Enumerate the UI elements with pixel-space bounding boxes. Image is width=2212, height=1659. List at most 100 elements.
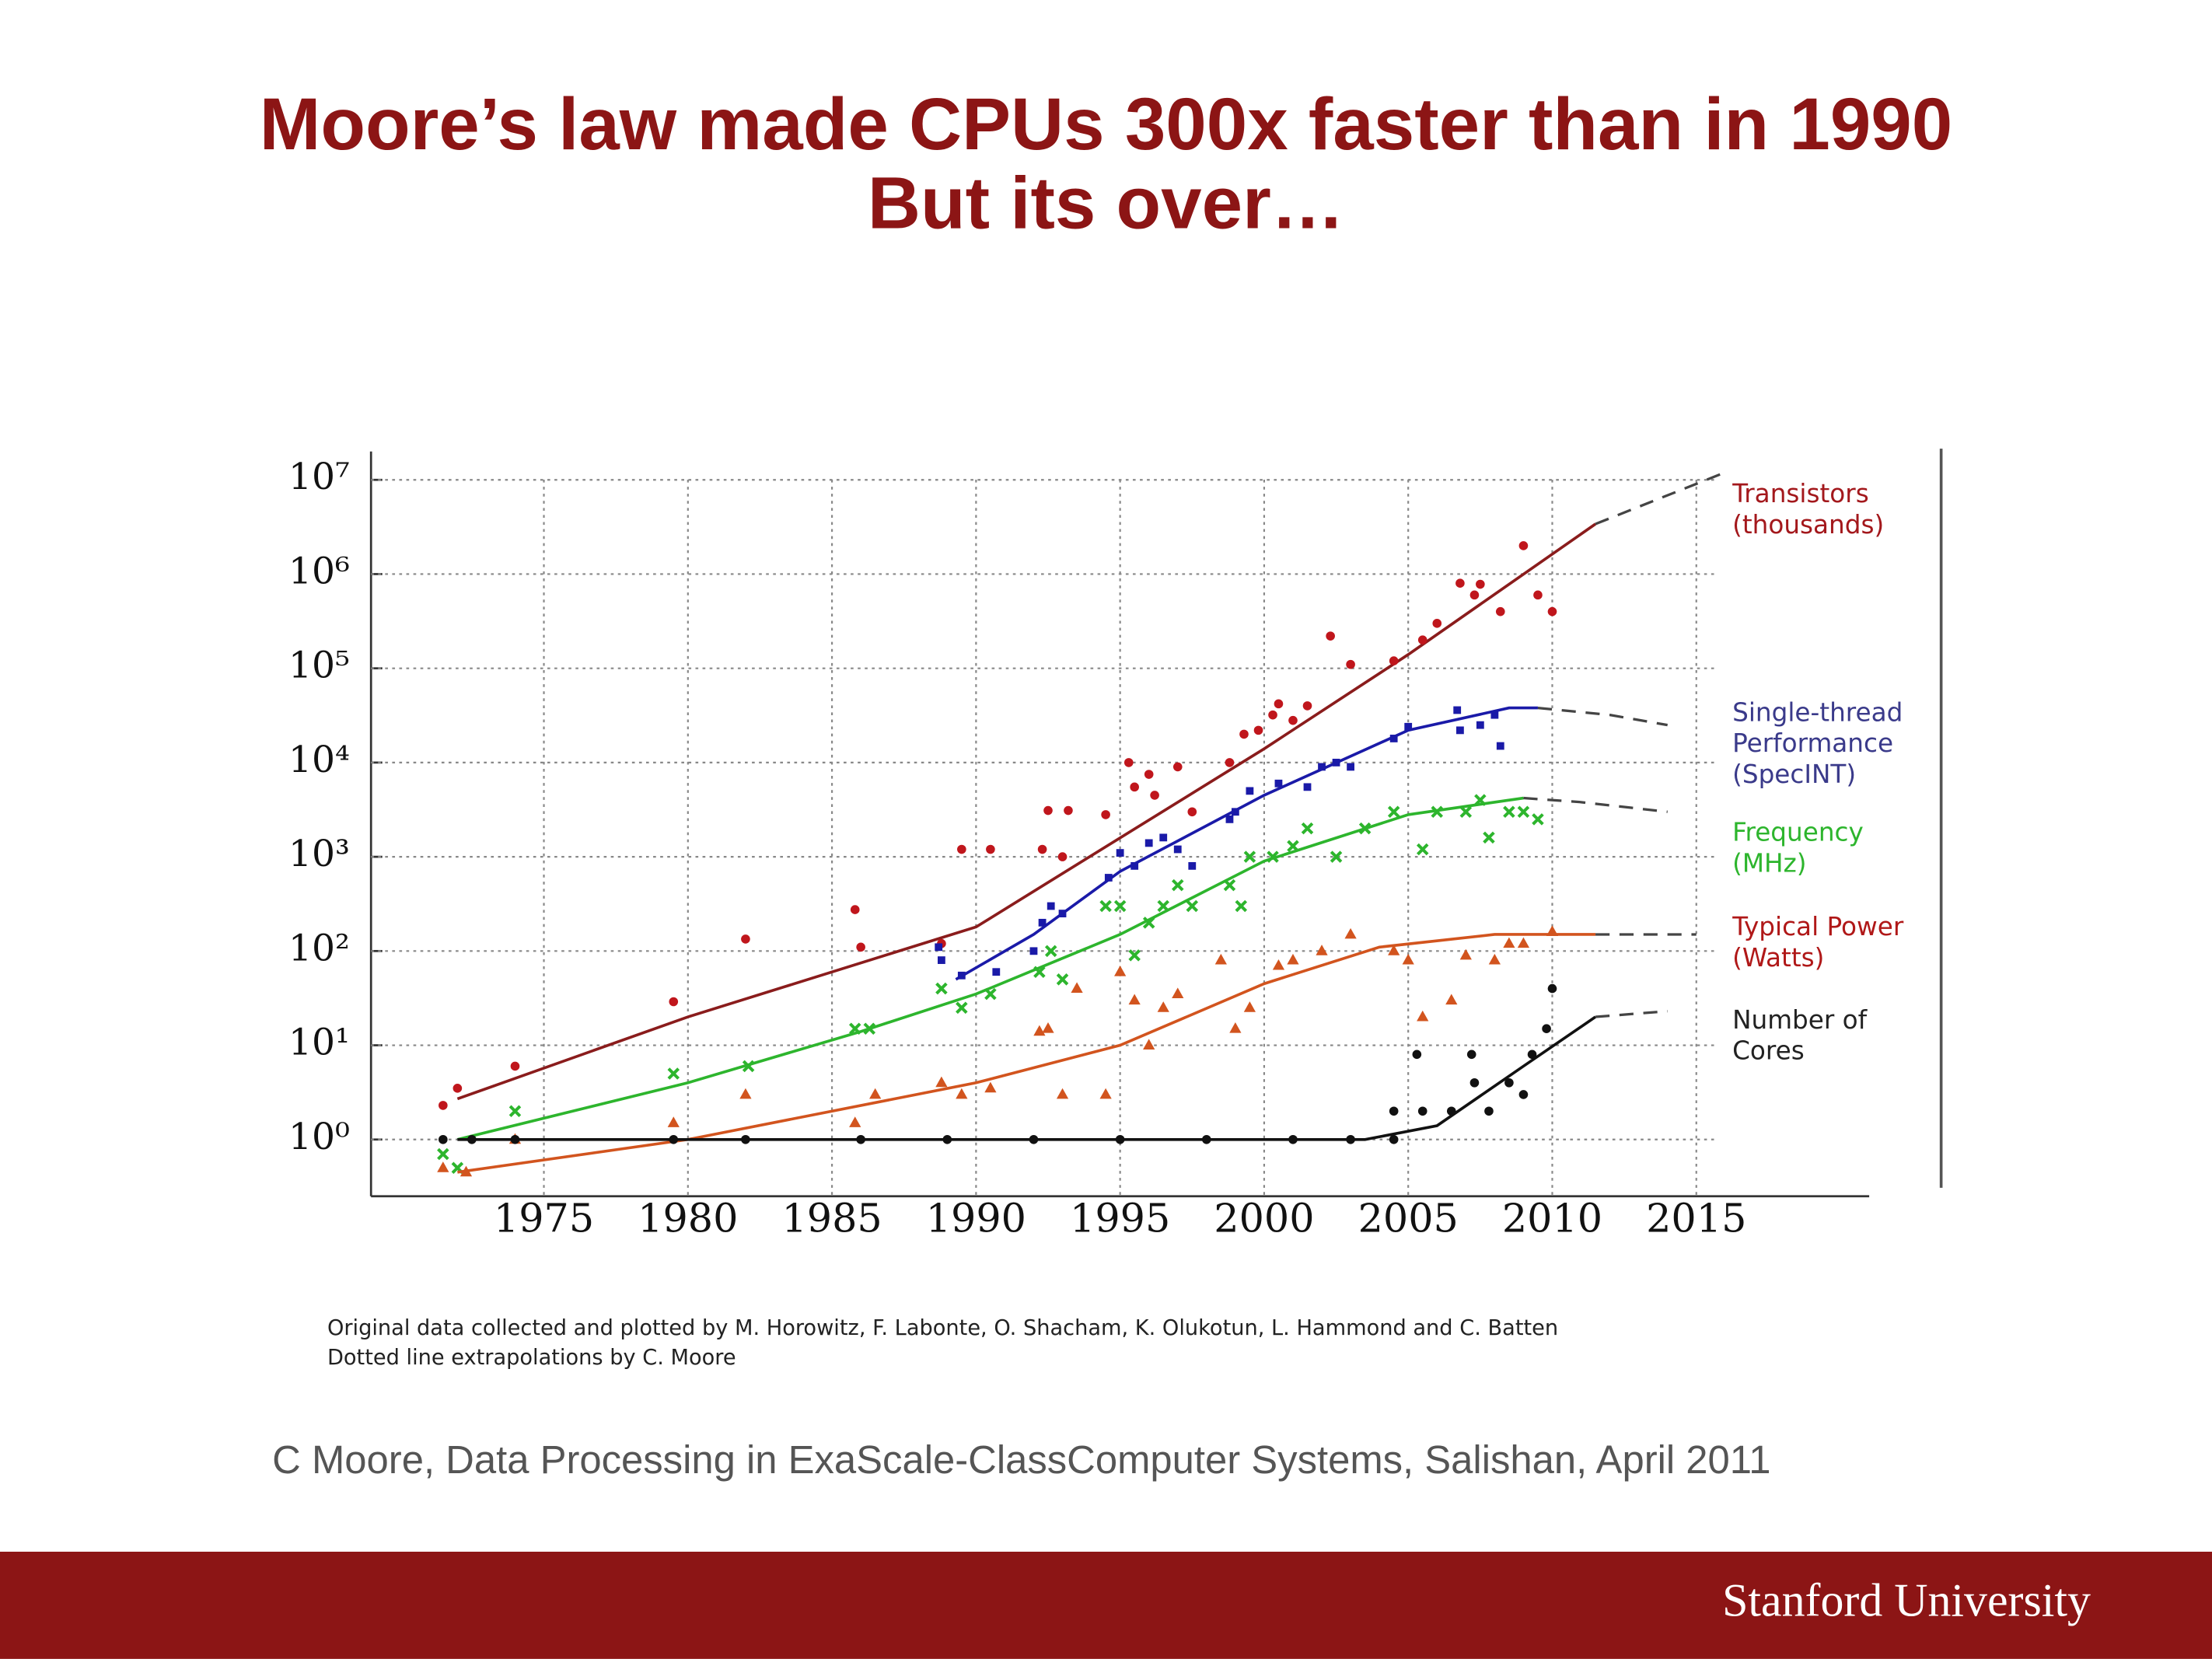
data-point	[1388, 945, 1400, 955]
data-point	[1144, 839, 1153, 847]
data-point	[1316, 945, 1328, 955]
data-point	[1453, 706, 1462, 714]
legend-label: Typical Power (Watts)	[1732, 913, 1904, 974]
data-point	[508, 1105, 522, 1118]
extrapolation-line	[1537, 706, 1668, 727]
data-point	[1490, 711, 1499, 719]
data-point	[856, 1134, 865, 1144]
x-tick-label: 2005	[1358, 1195, 1459, 1241]
x-tick-label: 1980	[638, 1195, 738, 1241]
data-point	[1459, 948, 1472, 960]
slide-title: But its over…	[868, 162, 1344, 244]
data-point	[1033, 1025, 1046, 1036]
data-point	[984, 987, 997, 1001]
data-point	[1253, 725, 1263, 735]
slide-title: Moore’s law made CPUs 300x faster than i…	[260, 83, 1952, 165]
data-point	[984, 1081, 997, 1093]
y-tick-label: 10⁷	[288, 456, 350, 498]
data-point	[1033, 966, 1046, 978]
data-point	[1042, 1022, 1054, 1033]
data-point	[1417, 635, 1427, 644]
data-point	[1064, 805, 1073, 816]
data-point	[1474, 794, 1487, 806]
data-point	[453, 1084, 463, 1093]
y-tick-label: 10⁰	[288, 1116, 350, 1158]
data-point	[1318, 763, 1326, 771]
data-point	[510, 1134, 520, 1144]
data-point	[1267, 850, 1279, 863]
data-point	[1503, 805, 1515, 819]
data-point	[935, 1076, 948, 1088]
data-point	[1517, 805, 1530, 819]
data-point	[667, 1116, 680, 1127]
data-point	[1128, 994, 1141, 1005]
trend-line	[457, 1015, 1597, 1141]
data-point	[742, 1060, 755, 1073]
data-point	[1547, 983, 1557, 994]
data-point	[1239, 729, 1249, 739]
data-point	[1389, 1134, 1399, 1144]
legend-entry: Typical Power (Watts)	[1732, 913, 1904, 974]
data-point	[667, 1067, 680, 1080]
data-point	[1104, 874, 1113, 882]
data-point	[1504, 1077, 1514, 1088]
data-point	[1130, 861, 1139, 870]
data-point	[1143, 1039, 1155, 1050]
data-point	[439, 1134, 448, 1144]
y-tick-label: 10⁵	[288, 644, 350, 687]
data-point	[437, 1161, 449, 1172]
data-point	[856, 942, 865, 952]
data-point	[1231, 808, 1239, 816]
data-point	[1157, 1001, 1169, 1012]
y-tick-label: 10¹	[288, 1022, 350, 1064]
chart-credit: Dotted line extrapolations by C. Moore	[327, 1346, 736, 1370]
legend-label: Number of Cores	[1732, 1005, 1868, 1067]
data-point	[1416, 843, 1429, 856]
data-point	[1116, 849, 1124, 857]
footer-bar	[0, 1551, 2212, 1659]
data-point	[437, 1147, 449, 1161]
data-point	[1432, 619, 1442, 628]
data-point	[1056, 1088, 1069, 1099]
data-point	[1417, 1010, 1429, 1022]
data-point	[1235, 899, 1248, 913]
x-tick-label: 1975	[494, 1195, 594, 1241]
data-point	[1532, 813, 1544, 826]
extrapolation-line	[1523, 796, 1668, 813]
trend-line	[456, 522, 1597, 1101]
data-point	[992, 968, 1001, 976]
data-point	[957, 971, 966, 980]
data-point	[1243, 1001, 1256, 1012]
data-point	[863, 1022, 876, 1035]
y-tick-label: 10²	[288, 927, 350, 969]
data-point	[1044, 945, 1057, 958]
data-point	[1456, 726, 1464, 735]
data-point	[1172, 762, 1183, 772]
data-point	[1484, 1106, 1494, 1116]
data-point	[1488, 953, 1501, 965]
data-point	[1099, 1088, 1112, 1099]
x-tick-label: 1995	[1070, 1195, 1170, 1241]
data-point	[1171, 878, 1184, 892]
legend-label: Frequency (MHz)	[1732, 818, 1864, 879]
data-point	[1469, 1077, 1480, 1088]
data-point	[1114, 966, 1127, 976]
data-point	[1223, 878, 1236, 892]
data-point	[1455, 578, 1465, 589]
x-tick-label: 1985	[781, 1195, 882, 1241]
data-point	[1503, 937, 1515, 948]
data-point	[956, 1088, 968, 1099]
data-point	[1288, 715, 1298, 725]
data-point	[1412, 1050, 1422, 1060]
data-point	[1159, 833, 1168, 842]
data-point	[439, 1101, 448, 1110]
x-tick-label: 1990	[926, 1195, 1026, 1241]
x-tick-label: 2010	[1502, 1195, 1602, 1241]
data-point	[1445, 994, 1458, 1005]
data-point	[1225, 815, 1234, 823]
chart-credit: Original data collected and plotted by M…	[327, 1316, 1558, 1340]
data-point	[1542, 1024, 1551, 1034]
data-point	[1346, 1134, 1355, 1144]
trend-line	[955, 706, 1538, 981]
